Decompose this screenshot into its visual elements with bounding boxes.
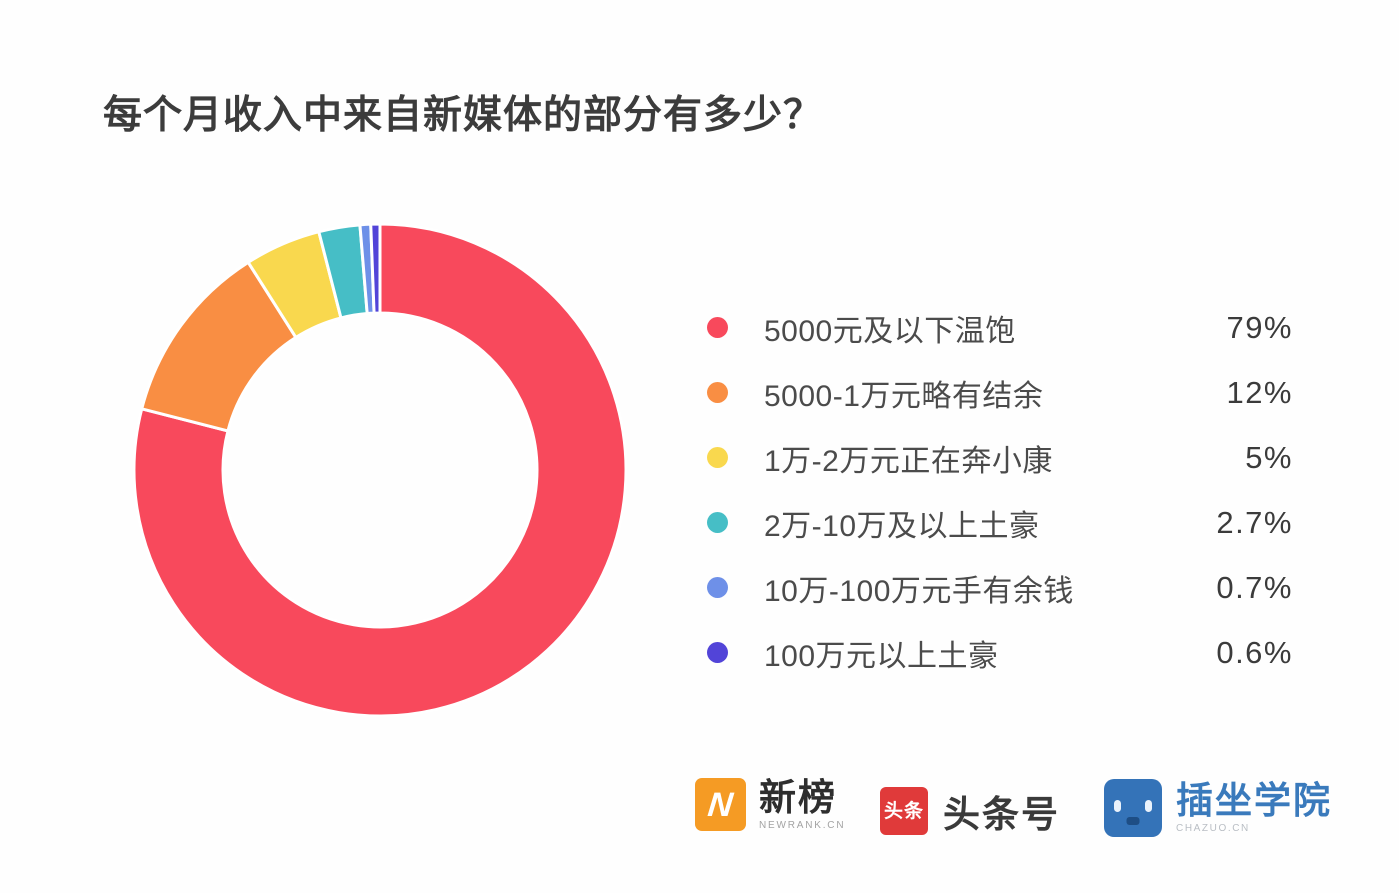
chazuo-logo: 插坐学院 CHAZUO.CN xyxy=(1104,779,1332,837)
legend-value: 12% xyxy=(1226,374,1293,410)
legend-value: 5% xyxy=(1245,439,1293,475)
donut-chart xyxy=(131,221,629,719)
legend-color-dot xyxy=(707,447,728,468)
newrank-text: 新榜 NEWRANK.CN xyxy=(759,779,845,831)
legend-color-dot xyxy=(707,642,728,663)
newrank-name: 新榜 xyxy=(759,776,837,818)
legend-item: 2万-10万及以上土豪 2.7% xyxy=(707,490,1293,555)
legend-color-dot xyxy=(707,382,728,403)
legend-item: 10万-100万元手有余钱 0.7% xyxy=(707,555,1293,620)
legend-item: 5000-1万元略有结余 12% xyxy=(707,360,1293,425)
legend-value: 2.7% xyxy=(1216,504,1293,540)
chazuo-icon xyxy=(1104,779,1162,837)
legend-label: 100万元以上土豪 xyxy=(764,639,999,673)
legend-label: 5000-1万元略有结余 xyxy=(764,379,1044,413)
legend-label: 10万-100万元手有余钱 xyxy=(764,574,1074,608)
legend-item: 1万-2万元正在奔小康 5% xyxy=(707,425,1293,490)
legend-label: 1万-2万元正在奔小康 xyxy=(764,444,1053,478)
legend-value: 0.7% xyxy=(1216,569,1293,605)
newrank-icon-glyph: N xyxy=(706,785,735,824)
legend-value: 0.6% xyxy=(1216,634,1293,670)
toutiao-icon-glyph: 头条 xyxy=(883,800,924,822)
newrank-logo: N 新榜 NEWRANK.CN xyxy=(695,778,845,831)
legend-value: 79% xyxy=(1226,309,1293,345)
chazuo-icon-eye xyxy=(1114,800,1121,812)
donut-segment xyxy=(369,222,382,315)
chazuo-icon-mouth xyxy=(1126,817,1140,825)
chazuo-name: 插坐学院 xyxy=(1176,780,1332,821)
donut-chart-svg xyxy=(132,222,628,718)
toutiao-icon: 头条 xyxy=(880,787,928,835)
chart-title: 每个月收入中来自新媒体的部分有多少？ xyxy=(103,94,824,137)
donut-segment xyxy=(132,222,628,718)
toutiao-name: 头条号 xyxy=(943,794,1060,835)
legend: 5000元及以下温饱 79% 5000-1万元略有结余 12% 1万-2万元正在… xyxy=(707,295,1293,685)
legend-color-dot xyxy=(707,512,728,533)
toutiao-logo: 头条 头条号 xyxy=(880,784,1060,838)
chazuo-subtext: CHAZUO.CN xyxy=(1176,823,1250,834)
chazuo-icon-eye xyxy=(1145,800,1152,812)
legend-color-dot xyxy=(707,317,728,338)
legend-color-dot xyxy=(707,577,728,598)
legend-label: 5000元及以下温饱 xyxy=(764,314,1016,348)
chazuo-text: 插坐学院 CHAZUO.CN xyxy=(1176,782,1332,834)
legend-label: 2万-10万及以上土豪 xyxy=(764,509,1040,543)
legend-item: 100万元以上土豪 0.6% xyxy=(707,620,1293,685)
newrank-subtext: NEWRANK.CN xyxy=(759,819,846,831)
legend-item: 5000元及以下温饱 79% xyxy=(707,295,1293,360)
newrank-icon: N xyxy=(695,778,746,831)
